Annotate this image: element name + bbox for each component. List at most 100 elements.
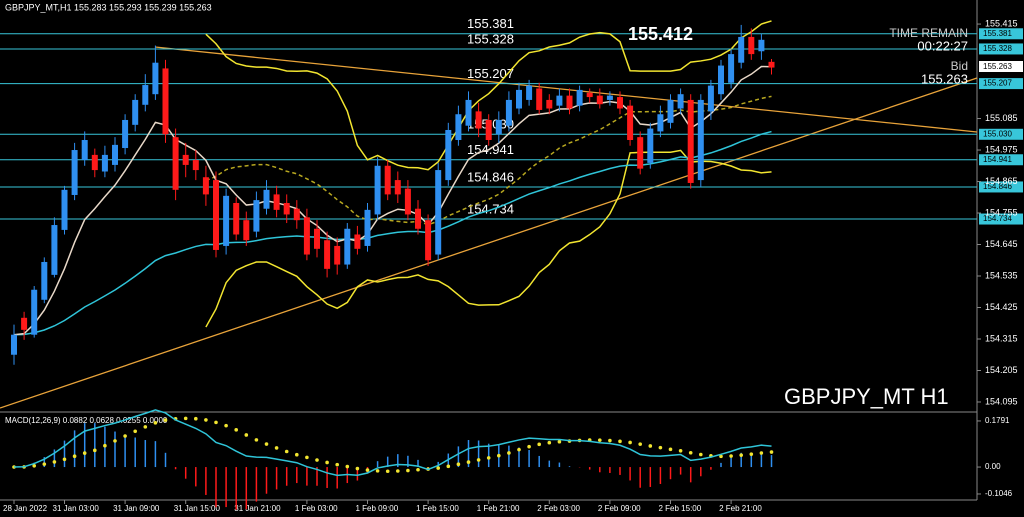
candle-body <box>546 99 553 109</box>
candle-body <box>11 334 17 355</box>
candle-body <box>192 160 199 171</box>
candle-body <box>536 88 543 110</box>
macd-signal <box>274 446 279 450</box>
candle-body <box>364 209 371 246</box>
macd-signal <box>254 438 259 442</box>
y-tick-label: 154.315 <box>985 333 1018 343</box>
macd-signal <box>769 450 774 454</box>
macd-signal <box>396 469 400 473</box>
macd-signal <box>729 454 733 458</box>
candle-body <box>81 140 88 161</box>
macd-signal <box>678 448 683 453</box>
macd-signal <box>608 438 612 443</box>
y-tick-label: 155.085 <box>985 113 1018 123</box>
macd-signal <box>183 416 188 421</box>
bollinger-lower <box>205 149 772 328</box>
level-box <box>979 78 1023 90</box>
candle-body <box>606 95 613 100</box>
macd-signal <box>345 464 350 469</box>
candle-body <box>91 154 98 171</box>
candle-body <box>334 245 341 265</box>
macd-signal <box>537 442 541 447</box>
time-remain-label: TIME REMAIN <box>889 26 968 40</box>
macd-signal <box>244 433 249 437</box>
level-label: 155.381 <box>467 16 514 31</box>
macd-signal <box>385 469 390 474</box>
bid-box-label: 155.263 <box>983 62 1012 71</box>
candle-body <box>283 202 290 215</box>
macd-signal <box>163 418 168 422</box>
level-label: 155.207 <box>467 66 514 81</box>
candle-body <box>354 234 361 249</box>
bid-box <box>979 61 1023 72</box>
watermark: GBPJPY_MT H1 <box>784 384 949 409</box>
macd-signal <box>517 447 521 452</box>
x-tick-label: 31 Jan 09:00 <box>113 504 160 513</box>
macd-signal <box>416 467 420 472</box>
x-tick-label: 1 Feb 09:00 <box>356 504 399 513</box>
x-tick-label: 2 Feb 15:00 <box>659 504 702 513</box>
macd-signal <box>12 465 16 469</box>
macd-signal <box>699 452 703 457</box>
macd-signal <box>335 462 340 467</box>
macd-signal <box>133 429 137 434</box>
x-tick-label: 2 Feb 03:00 <box>537 504 580 513</box>
trend-line <box>154 46 978 133</box>
level-box-label: 154.734 <box>983 214 1012 223</box>
bollinger-upper <box>205 20 772 171</box>
macd-signal <box>436 466 441 470</box>
y-tick-label: 154.865 <box>985 176 1018 186</box>
candle-body <box>243 220 250 241</box>
candle-body <box>526 85 533 100</box>
macd-signal <box>628 440 632 445</box>
level-box-label: 155.207 <box>983 79 1012 88</box>
candle-body <box>71 150 78 195</box>
x-tick-label: 2 Feb 21:00 <box>719 504 762 513</box>
candle-body <box>465 99 472 126</box>
macd-signal <box>214 420 218 425</box>
macd-signal <box>284 449 289 454</box>
candle-body <box>667 99 674 123</box>
macd-signal <box>618 439 622 444</box>
macd-signal <box>456 462 461 467</box>
candle-body <box>293 208 300 221</box>
macd-signal <box>648 444 653 448</box>
y-tick-label: 154.535 <box>985 270 1018 280</box>
candle-body <box>263 189 270 209</box>
macd-signal <box>143 425 148 429</box>
macd-signal <box>113 439 117 443</box>
level-box <box>979 181 1023 193</box>
x-tick-label: 31 Jan 15:00 <box>174 504 221 513</box>
macd-y-tick-label: -0.1046 <box>985 489 1013 498</box>
macd-signal <box>638 442 642 446</box>
candle-body <box>425 220 432 261</box>
y-tick-label: 154.755 <box>985 207 1018 217</box>
candle-body <box>162 68 169 135</box>
y-tick-label: 154.205 <box>985 365 1018 375</box>
candle-body <box>728 54 735 83</box>
level-box <box>979 128 1023 140</box>
level-box-label: 155.328 <box>983 44 1012 53</box>
macd-signal <box>224 423 228 428</box>
macd-signal <box>486 456 491 460</box>
candle-body <box>516 89 522 109</box>
macd-signal <box>52 460 57 464</box>
candle-body <box>576 89 583 106</box>
x-tick-label: 31 Jan 21:00 <box>234 504 281 513</box>
candle-body <box>758 39 765 52</box>
macd-signal <box>93 448 97 453</box>
macd-signal <box>739 453 743 457</box>
macd-signal <box>315 458 319 462</box>
candle-body <box>223 195 230 246</box>
x-tick-label: 31 Jan 03:00 <box>53 504 100 513</box>
candle-body <box>687 99 694 183</box>
candle-body <box>31 289 38 335</box>
y-tick-label: 154.645 <box>985 239 1018 249</box>
fast-average <box>13 65 772 336</box>
level-label: 154.846 <box>467 169 514 184</box>
macd-signal <box>42 462 47 466</box>
macd-signal <box>658 445 663 450</box>
candle-body <box>344 228 351 265</box>
candle-body <box>303 217 310 255</box>
